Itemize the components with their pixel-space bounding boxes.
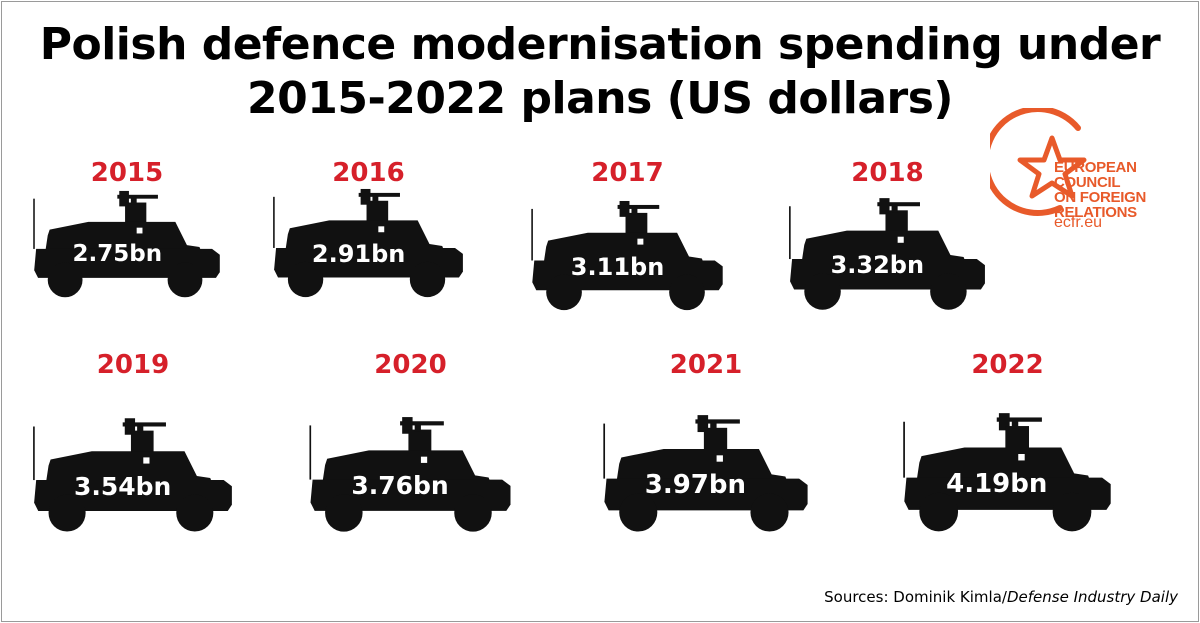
ecfr-logo-icon <box>990 108 1087 216</box>
source-prefix: Sources: Dominik Kimla/ <box>824 588 1007 606</box>
logo-line-3: ON FOREIGN <box>1054 189 1147 206</box>
value-label: 3.11bn <box>570 252 665 281</box>
vehicle-mark <box>270 187 467 309</box>
value-label: 3.97bn <box>644 470 747 501</box>
value-label: 2.91bn <box>311 240 406 269</box>
title-line-2: 2015-2022 plans (US dollars) <box>246 73 954 124</box>
value-label: 4.19bn <box>946 469 1048 500</box>
vehicle-mark <box>900 411 1115 544</box>
source-publication: Defense Industry Daily <box>1006 588 1178 606</box>
vehicle-mark <box>528 199 727 322</box>
vehicle-mark <box>600 413 812 544</box>
year-label: 2021 <box>669 350 743 380</box>
source-note: Sources: Dominik Kimla/Defense Industry … <box>824 588 1178 606</box>
vehicle-mark <box>30 416 236 544</box>
year-label: 2020 <box>374 350 447 380</box>
logo-line-4: RELATIONS <box>1054 204 1137 221</box>
value-label: 3.54bn <box>73 471 172 501</box>
year-label: 2017 <box>591 158 664 188</box>
vehicle-mark <box>786 196 989 322</box>
logo-line-1: EUROPEAN <box>1054 159 1137 176</box>
year-label: 2019 <box>96 350 170 380</box>
vehicle-mark <box>30 189 224 309</box>
value-label: 3.76bn <box>351 471 449 501</box>
logo-wordmark: EUROPEAN COUNCIL ON FOREIGN RELATIONS <box>1054 160 1146 220</box>
value-label: 3.32bn <box>830 250 925 279</box>
year-label: 2015 <box>90 158 164 188</box>
logo-url: ecfr.eu <box>1054 214 1103 231</box>
year-label: 2016 <box>332 158 405 188</box>
value-label: 2.75bn <box>72 241 163 268</box>
chart-title: Polish defence modernisation spending un… <box>0 18 1200 126</box>
year-label: 2018 <box>851 158 924 188</box>
vehicle-mark <box>306 415 515 544</box>
logo-line-2: COUNCIL <box>1054 174 1121 191</box>
title-line-1: Polish defence modernisation spending un… <box>39 19 1161 70</box>
year-label: 2022 <box>971 350 1044 380</box>
